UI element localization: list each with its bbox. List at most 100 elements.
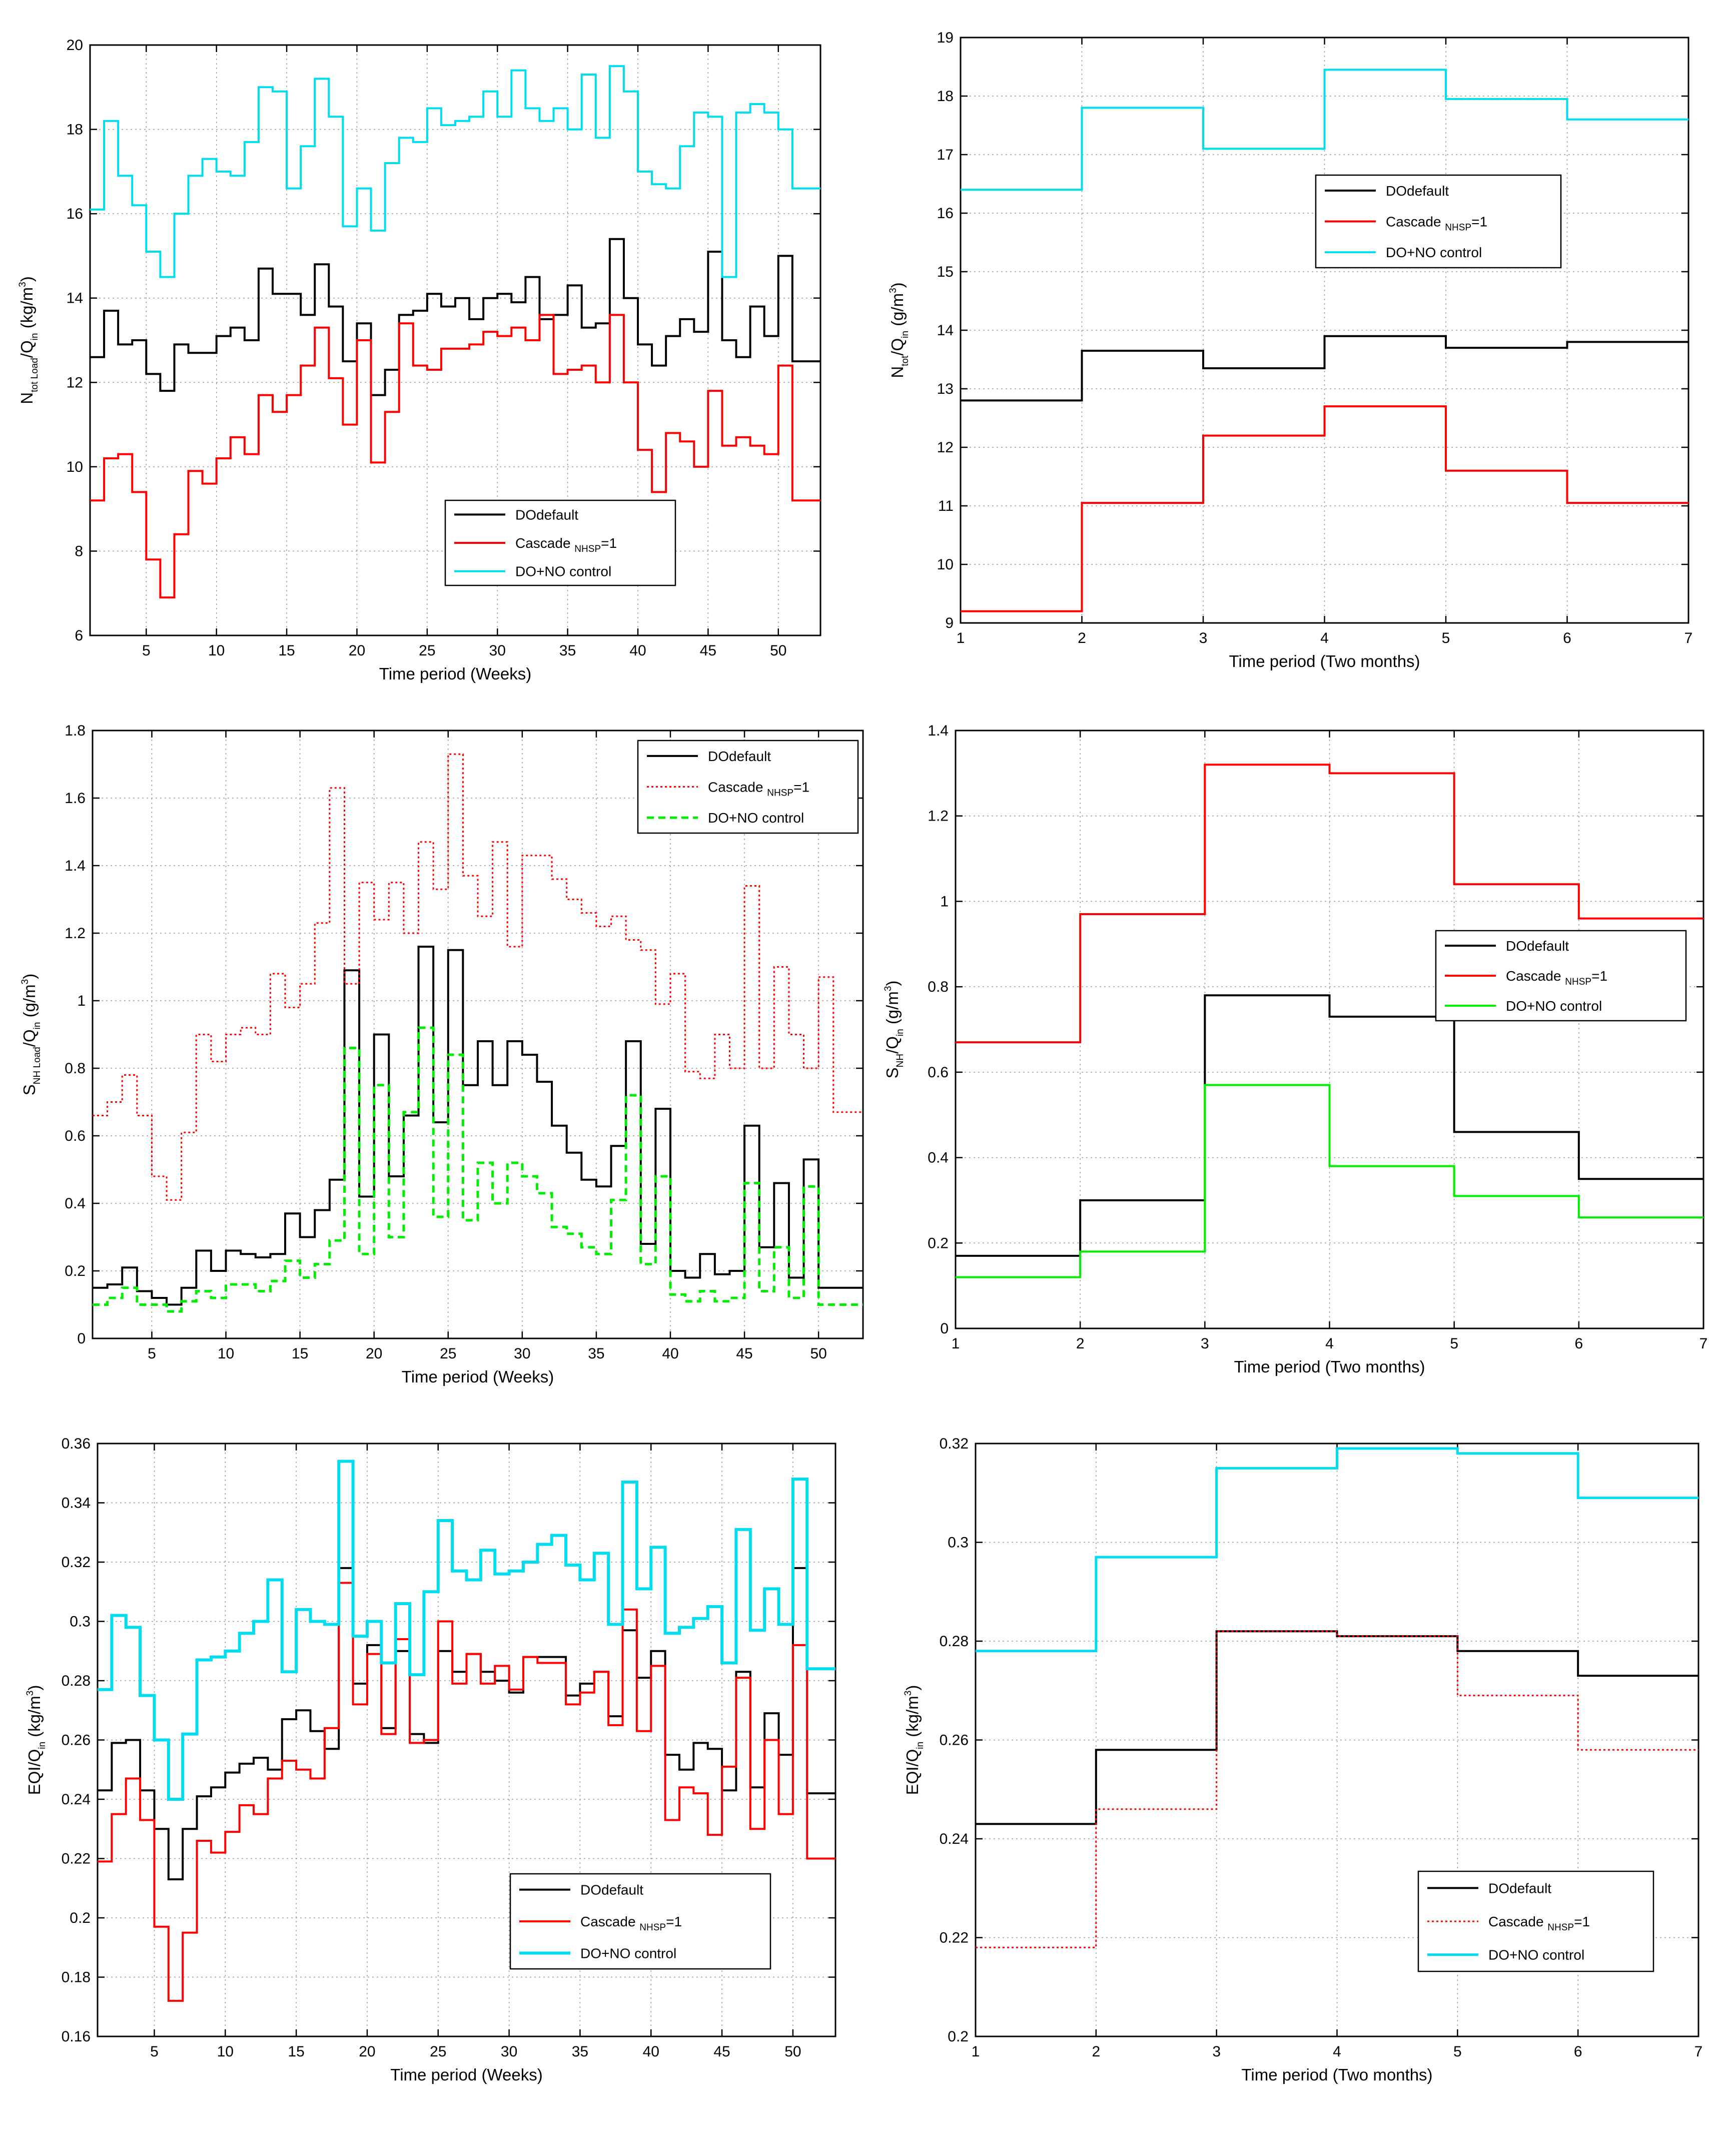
y-axis-label: Ntot/Qin (g/m3) <box>888 282 911 378</box>
x-tick-label: 30 <box>501 2043 517 2060</box>
series-line-3 <box>93 1026 863 1313</box>
legend-label: DOdefault <box>1386 183 1449 199</box>
x-tick-label: 45 <box>736 1345 752 1362</box>
legend: DOdefault Cascade NHSP=1 DO+NO control <box>1315 174 1562 269</box>
x-tick-label: 25 <box>430 2043 446 2060</box>
series-line-2 <box>961 405 1688 612</box>
y-tick-label: 1 <box>77 993 86 1009</box>
series-line-3 <box>976 1447 1698 1653</box>
x-tick-label: 50 <box>784 2043 801 2060</box>
chart-eqi-bimonthly: 1 2 3 4 5 6 7 0.2 0.22 0.24 0.26 0.28 0.3 0.32 Time pe… <box>868 1413 1736 2129</box>
y-tick-label: 16 <box>937 205 954 222</box>
legend-label: DO+NO control <box>515 564 611 579</box>
x-tick-label: 50 <box>770 642 786 659</box>
y-tick-label: 0.6 <box>928 1064 949 1081</box>
y-tick-label: 9 <box>945 615 954 631</box>
x-tick-label: 35 <box>559 642 576 659</box>
x-tick-label: 5 <box>150 2043 159 2060</box>
x-tick-label: 5 <box>1450 1335 1458 1352</box>
x-axis-label: Time period (Two months) <box>1241 2065 1432 2084</box>
y-tick-label: 10 <box>937 556 954 573</box>
x-tick-label: 1 <box>957 630 965 646</box>
y-tick-label: 0.34 <box>62 1495 91 1512</box>
y-tick-label: 17 <box>937 147 954 163</box>
legend: DOdefault Cascade NHSP=1 DO+NO control <box>1435 930 1687 1022</box>
legend-label: DO+NO control <box>1506 998 1602 1014</box>
x-tick-label: 40 <box>643 2043 659 2060</box>
chart-snh-weekly: 5 10 15 20 25 30 35 40 45 50 0 0.2 0.4 0.6 0.8 1 1.2 1.4 1… <box>0 703 868 1413</box>
x-tick-label: 6 <box>1574 2043 1582 2060</box>
legend: DOdefault Cascade NHSP=1 DO+NO control <box>509 1873 771 1970</box>
y-tick-label: 14 <box>937 322 954 339</box>
x-axis-label: Time period (Weeks) <box>379 664 531 683</box>
y-tick-label: 0.16 <box>62 2028 91 2045</box>
y-tick-label: 18 <box>67 122 83 138</box>
y-tick-label: 0.26 <box>62 1732 91 1749</box>
x-tick-label: 45 <box>700 642 716 659</box>
series-line-2 <box>956 764 1703 1044</box>
y-tick-label: 0.2 <box>70 1910 91 1926</box>
x-tick-label: 7 <box>1699 1335 1708 1352</box>
series-line-1 <box>90 238 820 396</box>
x-axis-label: Time period (Two months) <box>1234 1357 1425 1376</box>
y-tick-label: 0.26 <box>940 1732 969 1749</box>
x-axis-label: Time period (Weeks) <box>402 1367 554 1386</box>
legend-label: DOdefault <box>1488 1880 1551 1896</box>
x-tick-label: 1 <box>952 1335 960 1352</box>
legend-label: DO+NO control <box>1488 1947 1584 1963</box>
x-tick-label: 20 <box>366 1345 382 1362</box>
chart-svg: 1 2 3 4 5 6 7 0.2 0.22 0.24 0.26 0.28 0.3 0.32 Time pe… <box>903 1436 1702 2084</box>
chart-svg: 5 10 15 20 25 30 35 40 45 50 0 0.2 0.4 0.6 0.8 1 1.2 1.4 1… <box>20 723 864 1386</box>
y-tick-label: 0.2 <box>928 1235 949 1251</box>
x-tick-label: 45 <box>713 2043 730 2060</box>
x-tick-label: 50 <box>810 1345 826 1362</box>
legend-label: DO+NO control <box>1386 245 1482 260</box>
x-tick-label: 1 <box>972 2043 980 2060</box>
y-tick-label: 12 <box>937 439 954 456</box>
x-tick-label: 6 <box>1574 1335 1583 1352</box>
chart-svg: 5 10 15 20 25 30 35 40 45 50 6 8 10 12 14 16 18 20 Time pe… <box>18 37 821 683</box>
x-tick-label: 20 <box>359 2043 375 2060</box>
x-tick-label: 20 <box>349 642 365 659</box>
y-tick-label: 0.2 <box>948 2028 969 2045</box>
legend: DOdefault Cascade NHSP=1 DO+NO control <box>444 499 676 586</box>
y-tick-label: 11 <box>938 498 954 514</box>
y-tick-label: 0.3 <box>948 1535 969 1551</box>
y-tick-label: 0.8 <box>65 1060 86 1077</box>
x-tick-label: 4 <box>1320 630 1329 646</box>
legend-label: DOdefault <box>515 507 578 522</box>
x-tick-label: 40 <box>662 1345 678 1362</box>
x-tick-label: 5 <box>148 1345 156 1362</box>
chart-n-tot-weekly: 5 10 15 20 25 30 35 40 45 50 6 8 10 12 14 16 18 20 Time pe… <box>0 0 868 703</box>
x-tick-label: 6 <box>1563 630 1571 646</box>
y-tick-label: 1.8 <box>65 723 86 739</box>
y-tick-label: 19 <box>937 30 954 46</box>
chart-snh-bimonthly: 1 2 3 4 5 6 7 0 0.2 0.4 0.6 0.8 1 1.2 1.4 Time period (… <box>868 703 1736 1413</box>
x-axis-label: Time period (Two months) <box>1229 652 1420 670</box>
y-axis-label: Ntot Load/Qin (kg/m3) <box>18 276 40 404</box>
x-tick-label: 3 <box>1212 2043 1221 2060</box>
legend-label: Cascade NHSP=1 <box>515 535 617 554</box>
y-tick-label: 0.24 <box>62 1791 91 1808</box>
y-tick-label: 0.8 <box>928 979 949 995</box>
chart-svg: 1 2 3 4 5 6 7 0 0.2 0.4 0.6 0.8 1 1.2 1.4 Time period (… <box>883 723 1708 1376</box>
legend-label: DOdefault <box>580 1882 643 1898</box>
series-line-2 <box>90 314 820 599</box>
x-tick-label: 35 <box>572 2043 588 2060</box>
x-tick-label: 30 <box>489 642 506 659</box>
y-tick-label: 1.6 <box>65 790 86 807</box>
x-tick-label: 35 <box>588 1345 604 1362</box>
y-tick-label: 1.2 <box>928 808 949 825</box>
y-axis-label: SNH Load/Qin (g/m3) <box>20 974 43 1095</box>
legend-label: Cascade NHSP=1 <box>1488 1914 1590 1933</box>
x-tick-label: 2 <box>1092 2043 1100 2060</box>
series-line-2 <box>976 1630 1698 1948</box>
x-tick-label: 5 <box>1442 630 1450 646</box>
legend-label: DOdefault <box>708 749 771 764</box>
y-tick-label: 10 <box>67 459 83 475</box>
x-tick-label: 5 <box>142 642 151 659</box>
y-tick-label: 1.2 <box>65 925 86 942</box>
series-line-3 <box>956 1084 1703 1278</box>
x-tick-label: 10 <box>218 1345 234 1362</box>
